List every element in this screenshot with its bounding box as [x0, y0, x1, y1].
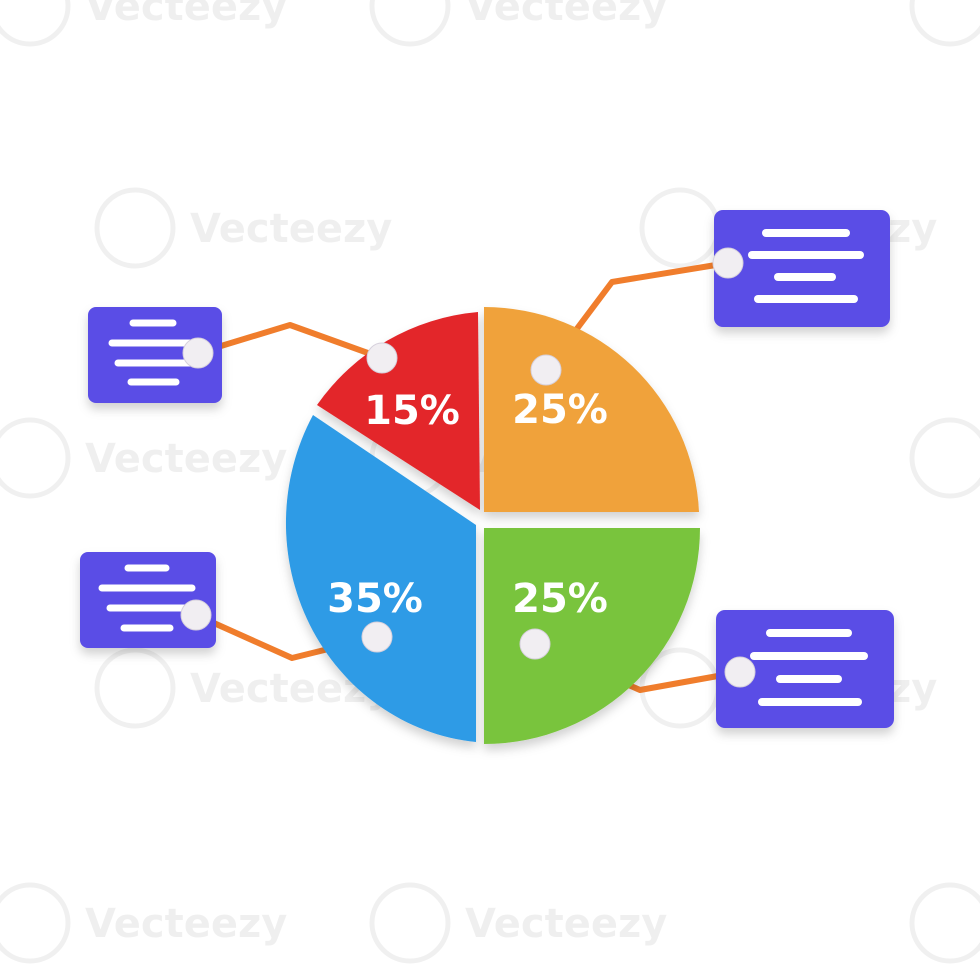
dot-slice-blue [361, 621, 393, 653]
pie-slice-blue [285, 415, 476, 742]
watermark-logo [94, 647, 176, 729]
dot-slice-green [519, 628, 551, 660]
watermark-logo [639, 187, 721, 269]
legend-card-green [716, 610, 894, 728]
watermark-logo [909, 417, 980, 499]
watermark-logo [94, 187, 176, 269]
watermark-logo [369, 882, 451, 964]
pie-label-green: 25% [512, 576, 608, 622]
legend-card-orange [714, 210, 890, 327]
pie-chart [285, 306, 700, 744]
dot-card-red [182, 337, 214, 369]
dot-card-green [724, 656, 756, 688]
watermark-text: Vecteezy [190, 206, 392, 252]
watermark-text: Vecteezy [85, 436, 287, 482]
pie-label-red: 15% [364, 388, 460, 434]
legend-card-blue-lines [98, 564, 196, 632]
watermark-logo [909, 882, 980, 964]
pie-labels: 15% 25% 25% 35% [327, 387, 608, 622]
watermark-text: Vecteezy [85, 0, 287, 30]
watermark-text: Vecteezy [465, 0, 667, 30]
legend-card-red-box [88, 307, 222, 403]
connector-line-red [195, 322, 385, 361]
watermark-logo [0, 882, 71, 964]
watermark-logo [0, 417, 71, 499]
dot-slice-red [366, 342, 398, 374]
pie-slice-red [317, 312, 480, 510]
pie-label-blue: 35% [327, 576, 423, 622]
connector-dots [180, 247, 756, 688]
legend-card-red-lines [108, 319, 200, 386]
watermark-logo [0, 0, 71, 47]
pie-label-orange: 25% [512, 387, 608, 433]
watermark-text: Vecteezy [465, 901, 667, 947]
watermark-logo [369, 0, 451, 47]
legend-card-green-lines [750, 629, 868, 706]
dot-card-orange [712, 247, 744, 279]
dot-card-blue [180, 599, 212, 631]
dot-slice-orange [530, 354, 562, 386]
watermark-text: Vecteezy [85, 901, 287, 947]
legend-card-blue-box [80, 552, 216, 648]
legend-card-red [88, 307, 222, 403]
watermark-logo [909, 0, 980, 47]
legend-card-orange-lines [748, 229, 864, 303]
pie-slice-green [484, 528, 700, 744]
legend-card-blue [80, 552, 216, 648]
